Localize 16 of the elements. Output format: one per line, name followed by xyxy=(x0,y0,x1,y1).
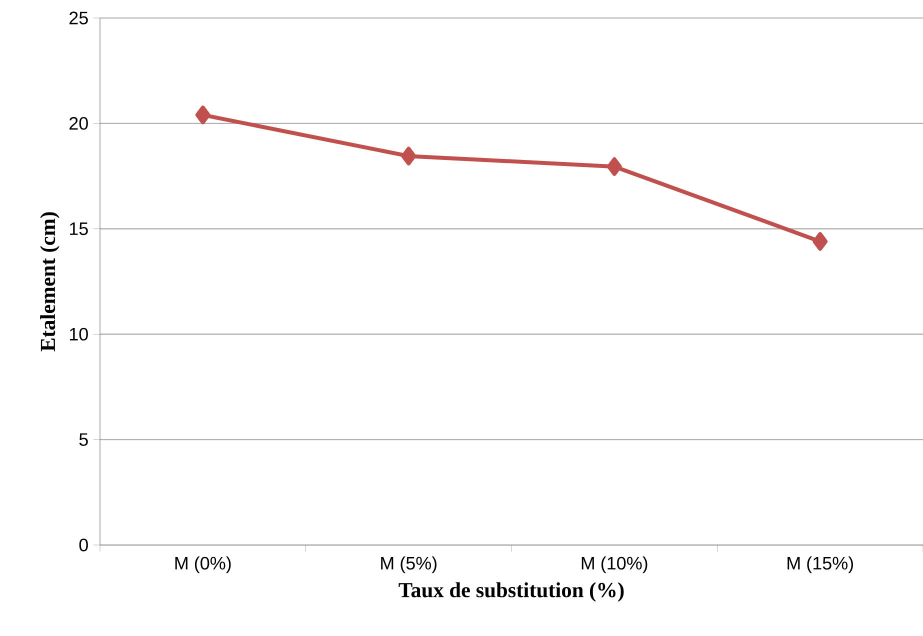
point xyxy=(195,106,210,124)
y-tick-label: 0 xyxy=(79,538,88,552)
y-axis-title: Etalement (cm) xyxy=(40,212,60,352)
y-tick-label: 25 xyxy=(70,12,88,24)
point xyxy=(606,157,622,176)
point xyxy=(401,146,416,166)
point xyxy=(812,232,828,251)
y-tick-label: 15 xyxy=(70,222,88,236)
y-tick-label: 10 xyxy=(70,328,88,341)
x-tick-label: M (15%) xyxy=(788,556,853,574)
x-tick-label: M (10%) xyxy=(582,556,648,574)
x-tick-label: M (0%) xyxy=(175,556,231,574)
x-axis-title: Taux de substitution (%) xyxy=(398,582,624,602)
x-tick-label: M (5%) xyxy=(381,556,436,574)
y-tick-label: 5 xyxy=(79,433,88,446)
y-tick-label: 20 xyxy=(70,117,88,130)
